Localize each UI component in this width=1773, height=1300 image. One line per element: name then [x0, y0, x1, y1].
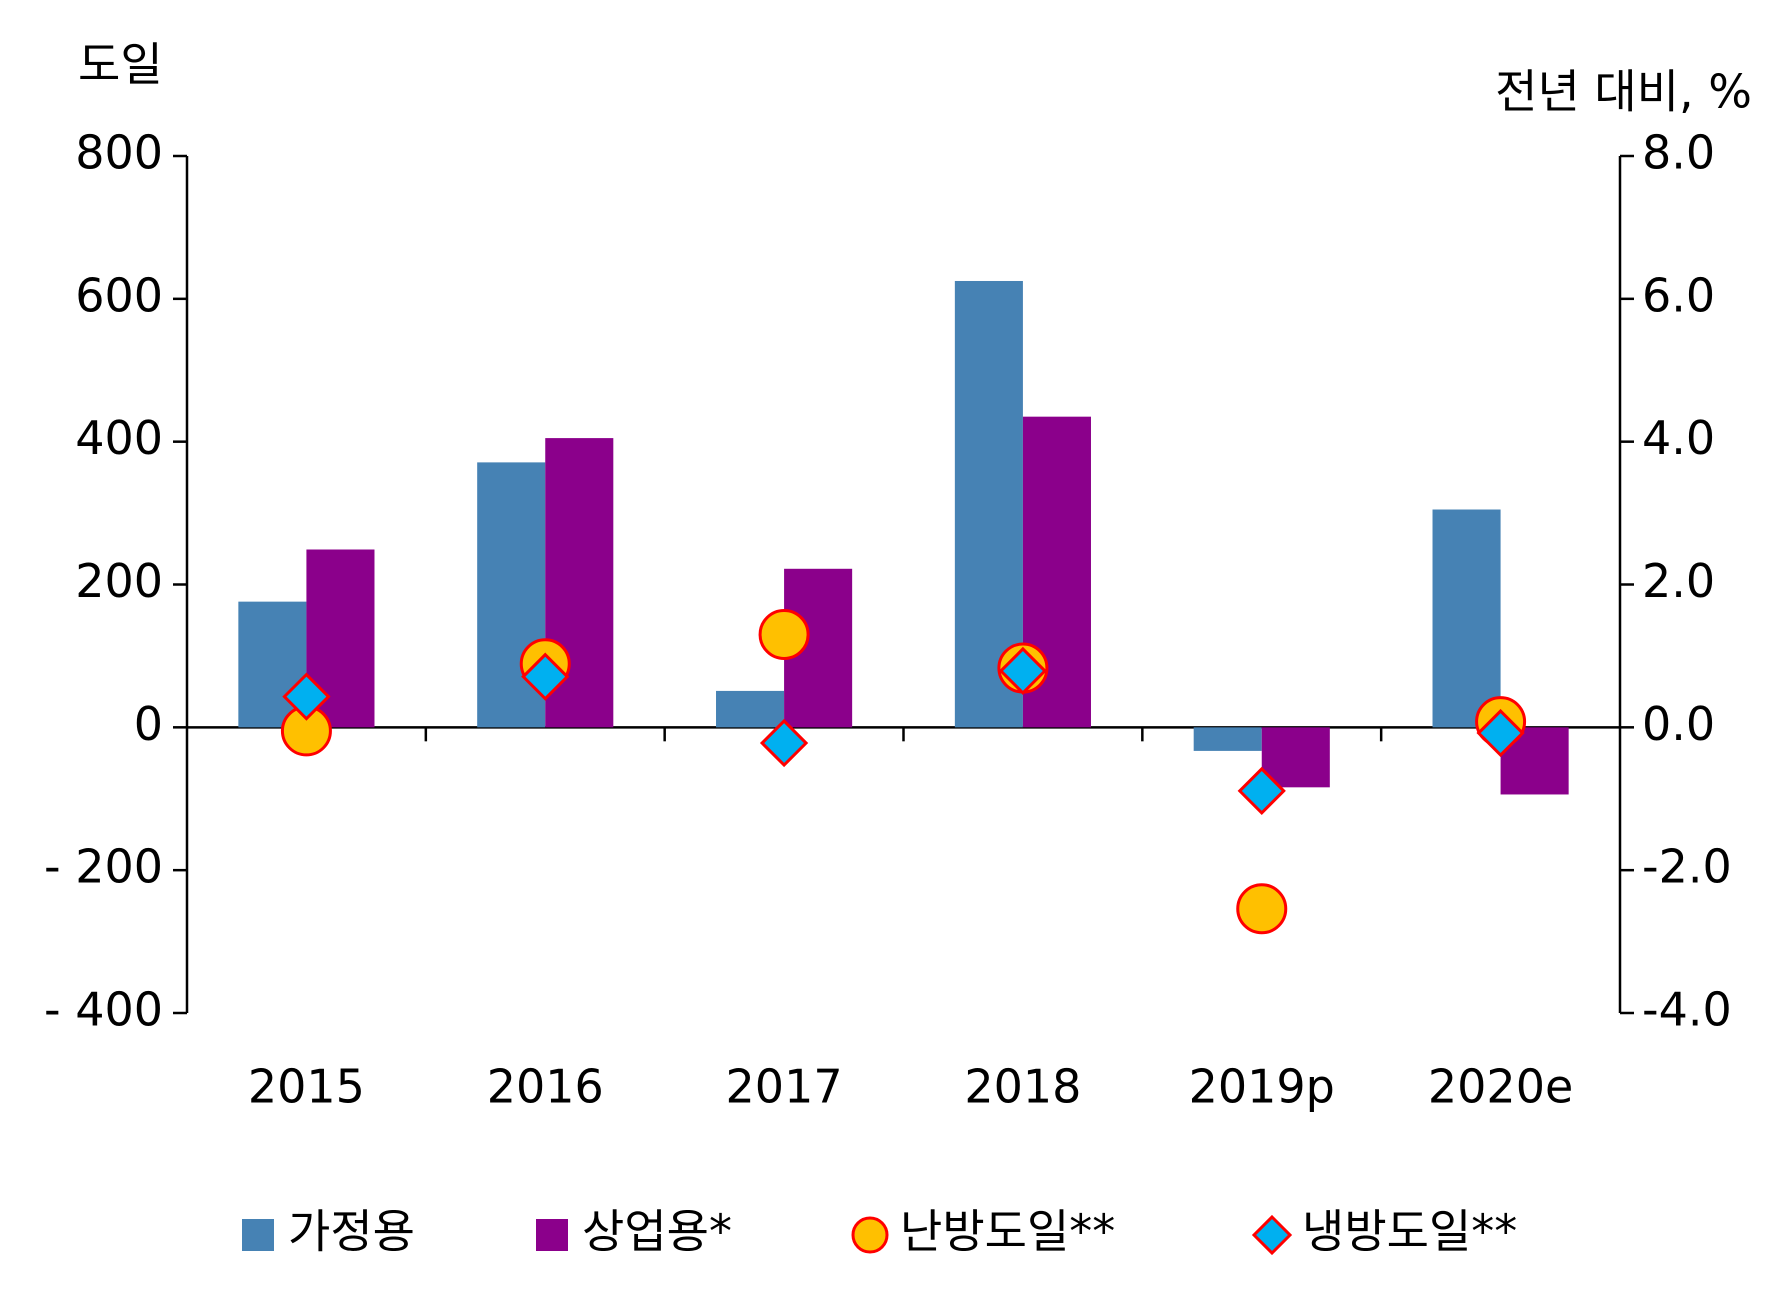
y-tick-label: - 400 — [44, 983, 163, 1037]
x-tick-label: 2015 — [248, 1060, 365, 1114]
legend-swatch — [1251, 1214, 1293, 1256]
y-axis-title: 도일 — [78, 38, 163, 92]
bar — [716, 690, 785, 728]
diamond-marker — [1237, 766, 1286, 816]
y-tick-label: 400 — [75, 411, 163, 465]
y2-tick-label: 8.0 — [1642, 126, 1715, 180]
y2-tick-label: -4.0 — [1642, 983, 1732, 1037]
legend-label: 상업용* — [582, 1205, 732, 1259]
y2-tick-label: 0.0 — [1642, 697, 1715, 751]
diamond-marker — [1476, 708, 1525, 758]
y2-tick-label: 4.0 — [1642, 411, 1715, 465]
x-tick-label: 2016 — [487, 1060, 604, 1114]
x-tick-label: 2019p — [1189, 1060, 1335, 1114]
bar — [1193, 727, 1262, 751]
diamond-marker — [998, 646, 1048, 696]
x-tick-label: 2020e — [1428, 1060, 1573, 1114]
legend-swatch — [536, 1219, 568, 1251]
legend-label: 난방도일** — [900, 1205, 1115, 1259]
diamond-marker — [282, 672, 331, 721]
bar — [1261, 727, 1330, 788]
diamond-marker — [521, 652, 570, 701]
bar — [1432, 509, 1501, 728]
circle-marker — [758, 608, 810, 660]
y-tick-label: 200 — [75, 554, 163, 608]
y-tick-label: 0 — [134, 697, 163, 751]
y-tick-label: - 200 — [44, 840, 163, 894]
y2-axis-title: 전년 대비, % — [1495, 65, 1752, 119]
diamond-marker — [759, 718, 809, 768]
legend-label: 냉방도일** — [1302, 1205, 1517, 1259]
x-tick-label: 2017 — [726, 1060, 843, 1114]
legend-swatch — [851, 1216, 889, 1254]
x-tick-label: 2018 — [964, 1060, 1081, 1114]
y2-tick-label: 6.0 — [1642, 268, 1715, 322]
y-tick-label: 800 — [75, 126, 163, 180]
y-tick-label: 600 — [75, 268, 163, 322]
circle-marker — [1236, 883, 1288, 935]
legend-swatch — [242, 1219, 274, 1251]
legend-label: 가정용 — [288, 1205, 415, 1259]
y2-tick-label: 2.0 — [1642, 554, 1715, 608]
y2-tick-label: -2.0 — [1642, 840, 1732, 894]
